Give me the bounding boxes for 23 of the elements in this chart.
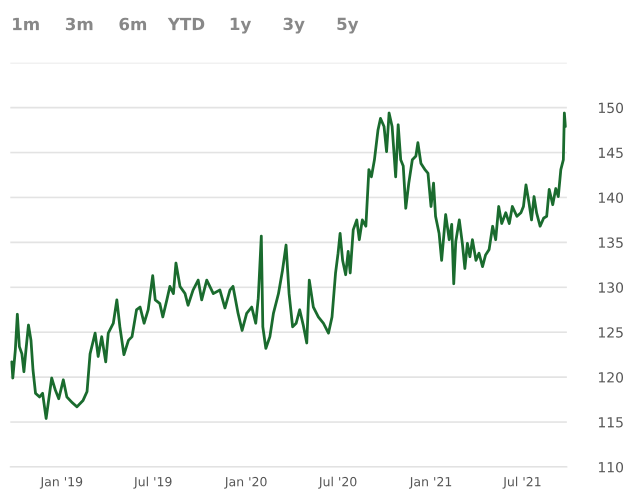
x-tick-label: Jul '21 — [502, 476, 540, 489]
text: 3y — [284, 18, 305, 34]
text: 3m — [66, 18, 92, 30]
y-tick-label: 145 — [598, 148, 623, 158]
x-tick-label: Jan '20 — [224, 476, 267, 489]
y-tick-label: 140 — [598, 192, 624, 203]
y-tick-label: 130 — [598, 282, 624, 293]
y-tick-label: 150 — [598, 102, 624, 114]
line-series — [10, 112, 567, 420]
x-tick-label: Jan '19 — [40, 476, 82, 489]
y-tick-label: 120 — [598, 372, 624, 383]
y-tick-label: 135 — [598, 237, 623, 248]
x-tick-label: Jul '19 — [133, 476, 172, 489]
x-tick-label: Jul '20 — [318, 476, 356, 489]
y-tick-label: 110 — [598, 462, 624, 472]
text: YTD — [168, 18, 204, 30]
text: 1y — [230, 18, 252, 34]
x-tick-label: Jan '21 — [409, 476, 452, 489]
y-tick-label: 125 — [598, 327, 623, 338]
text: 1m — [13, 18, 39, 30]
y-tick-label: 115 — [598, 417, 623, 428]
text: 5y — [337, 18, 358, 34]
text: 6m — [119, 18, 146, 30]
